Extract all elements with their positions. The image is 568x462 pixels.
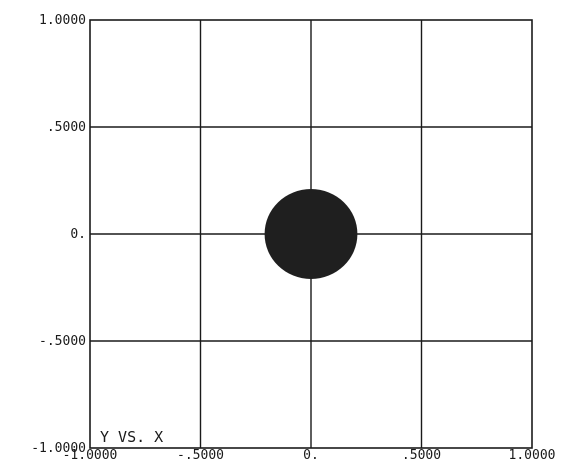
x-tick-label-4: 1.0000 bbox=[509, 448, 556, 462]
y-axis-ticks: -1.0000 -.5000 0. .5000 1.0000 bbox=[31, 13, 86, 456]
chart-title: Y VS. X bbox=[100, 428, 163, 446]
x-tick-label-1: -.5000 bbox=[177, 448, 224, 462]
data-marks bbox=[264, 189, 358, 279]
x-tick-label-2: 0. bbox=[303, 448, 319, 462]
y-tick-label-1: -.5000 bbox=[39, 334, 86, 349]
y-tick-label-2: 0. bbox=[70, 227, 86, 242]
data-disk-0 bbox=[264, 189, 358, 279]
y-tick-label-3: .5000 bbox=[47, 120, 86, 135]
plot-frame bbox=[89, 19, 533, 449]
y-tick-label-4: 1.0000 bbox=[39, 13, 86, 28]
y-tick-label-0: -1.0000 bbox=[31, 441, 86, 456]
x-tick-label-3: .5000 bbox=[402, 448, 441, 462]
x-axis-ticks: -1.0000 -.5000 0. .5000 1.0000 bbox=[63, 448, 556, 462]
x-tick-label-0: -1.0000 bbox=[63, 448, 118, 462]
